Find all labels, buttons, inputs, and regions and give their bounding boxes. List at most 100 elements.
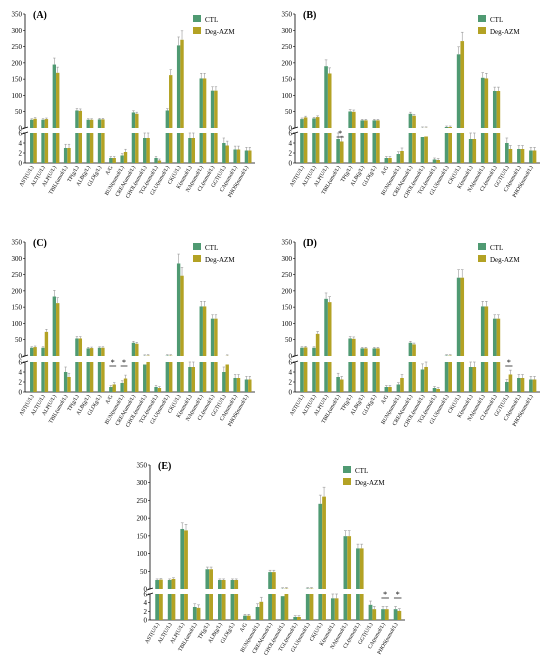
bar [52, 296, 57, 356]
bar [364, 133, 368, 163]
bar [234, 594, 239, 620]
bar [169, 362, 173, 392]
bar [199, 78, 203, 128]
bar [167, 594, 172, 620]
bar [131, 342, 136, 356]
y-tick-label: 2 [289, 150, 293, 158]
bar [339, 141, 344, 163]
bar [268, 572, 272, 589]
bar [259, 601, 264, 620]
y-tick-label: 2 [19, 379, 23, 387]
bar [255, 607, 260, 620]
bar [318, 594, 323, 620]
bar [89, 362, 94, 392]
bar [184, 530, 188, 589]
bar [192, 607, 197, 620]
bar [30, 119, 34, 128]
bar [280, 596, 285, 620]
bar [351, 111, 356, 128]
bar [364, 120, 368, 128]
bar [372, 362, 377, 392]
chart-panel: (A) CTLDeg-AZM0501001502002503003500246AS… [12, 10, 255, 199]
bar [89, 119, 94, 128]
significance-marker: * [396, 590, 400, 599]
y-tick-label: 350 [282, 239, 293, 247]
bar [480, 77, 485, 128]
bar [202, 133, 207, 163]
bar [444, 133, 449, 163]
bar [75, 133, 79, 163]
panel-label: (E) [158, 461, 171, 472]
bar [30, 362, 34, 392]
significance-marker: * [507, 358, 511, 367]
bar [184, 594, 188, 620]
bar [448, 127, 452, 128]
legend-entry: CTL [490, 16, 503, 24]
y-tick-label: 4 [144, 599, 148, 607]
bar [508, 374, 513, 392]
y-tick-label: 300 [12, 255, 23, 263]
bar [218, 594, 222, 620]
bar [376, 362, 380, 392]
bar [159, 594, 163, 620]
bar [496, 133, 501, 163]
bar [351, 338, 356, 356]
y-tick-label: 300 [12, 27, 23, 35]
bar [165, 133, 170, 163]
bar [376, 133, 380, 163]
bar [169, 133, 173, 163]
bar [492, 90, 497, 128]
bar [165, 362, 170, 392]
bar [230, 594, 235, 620]
bar [225, 364, 229, 392]
x-tick-label: A/G [105, 394, 115, 405]
bar [233, 149, 237, 163]
legend-entry: CTL [205, 16, 218, 24]
bar [456, 362, 461, 392]
bar [205, 594, 210, 620]
bar [199, 133, 203, 163]
legend-swatch [193, 243, 201, 250]
bar [324, 66, 328, 128]
bar [155, 580, 160, 589]
bar [271, 572, 276, 589]
panel-label: (D) [303, 238, 317, 249]
bar [412, 115, 416, 128]
bar [209, 594, 213, 620]
bar [393, 609, 398, 620]
y-tick-label: 250 [12, 271, 23, 279]
panel-label: (A) [33, 10, 47, 21]
bar [336, 139, 340, 163]
y-tick-label: 150 [282, 76, 293, 84]
y-tick-label: 350 [137, 462, 148, 470]
bar [234, 580, 239, 589]
bar [360, 120, 365, 128]
bar [222, 143, 226, 163]
y-tick-label: 4 [289, 140, 293, 148]
bar [112, 158, 116, 163]
y-tick-label: 50 [140, 568, 148, 576]
bar [432, 159, 437, 163]
bar [397, 610, 402, 620]
bar [339, 379, 344, 392]
bar [191, 367, 196, 392]
bar [312, 118, 316, 128]
x-tick-label: A/G [380, 394, 390, 405]
bar [191, 138, 196, 163]
bar [315, 362, 320, 392]
bar [324, 133, 328, 163]
bar [384, 158, 389, 163]
bar [33, 118, 37, 128]
bar [52, 64, 57, 128]
bar [460, 362, 465, 392]
bar [324, 362, 328, 392]
y-tick-label: 2 [19, 150, 23, 158]
bar [101, 347, 105, 356]
bar [408, 113, 413, 128]
bar [359, 548, 364, 589]
bar [120, 383, 124, 392]
bar [480, 306, 485, 356]
bar [44, 331, 49, 356]
bar [67, 377, 71, 392]
bar [221, 594, 226, 620]
